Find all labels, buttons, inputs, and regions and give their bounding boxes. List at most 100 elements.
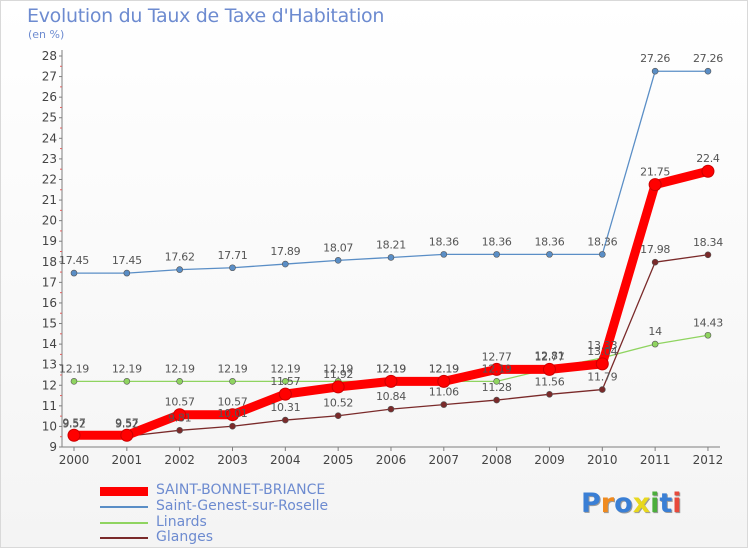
data-label: 10.52	[323, 397, 353, 410]
data-point	[384, 374, 398, 388]
data-label: 21.75	[640, 166, 670, 179]
data-point	[70, 269, 78, 277]
data-label: 17.62	[165, 251, 195, 264]
data-point	[542, 362, 556, 376]
data-label: 9.57	[115, 416, 139, 429]
data-label: 27.26	[640, 52, 670, 65]
legend-swatch	[100, 522, 148, 524]
proxiti-logo: Proxiti	[581, 488, 682, 519]
y-tick-label: 14	[42, 337, 57, 351]
data-label: 18.36	[587, 235, 617, 248]
y-tick-label: 28	[42, 49, 57, 63]
data-label: 10.57	[165, 396, 195, 409]
x-tick-label: 2007	[429, 453, 460, 467]
y-tick-label: 15	[42, 317, 57, 331]
y-tick-label: 10	[42, 419, 57, 433]
data-point	[437, 374, 451, 388]
data-label: 18.36	[429, 235, 459, 248]
logo-letter: i	[650, 488, 660, 519]
data-point	[704, 251, 712, 259]
data-label: 17.71	[217, 249, 247, 262]
y-tick-label: 27	[42, 70, 57, 84]
x-tick-label: 2006	[376, 453, 407, 467]
data-point	[493, 251, 500, 258]
data-label: 12.19	[323, 362, 353, 375]
logo-letter: r	[600, 488, 615, 519]
data-label: 12.19	[112, 362, 142, 375]
data-point	[595, 357, 609, 371]
logo-letter: t	[659, 488, 673, 519]
unit-label: (en %)	[28, 28, 65, 41]
y-tick-label: 22	[42, 172, 57, 186]
data-point	[176, 378, 183, 385]
logo-letter: x	[632, 488, 651, 519]
data-point	[490, 362, 504, 376]
data-label: 18.36	[534, 235, 564, 248]
data-point	[546, 251, 553, 258]
data-point	[598, 251, 606, 258]
data-label: 12.19	[482, 362, 512, 375]
data-point	[331, 380, 345, 394]
data-label: 11.57	[270, 375, 300, 388]
data-label: 12.19	[376, 362, 406, 375]
data-point	[229, 378, 236, 385]
data-label: 10.57	[217, 396, 247, 409]
data-label: 12.19	[217, 362, 247, 375]
data-point	[704, 331, 712, 339]
y-tick-label: 18	[42, 255, 57, 269]
data-point	[225, 408, 239, 422]
x-tick-label: 2005	[323, 453, 354, 467]
data-label: 12.19	[59, 362, 89, 375]
legend-swatch	[100, 506, 148, 508]
data-label: 12.19	[165, 362, 195, 375]
data-label: 13.33	[587, 339, 617, 352]
legend-label: SAINT-BONNET-BRIANCE	[156, 482, 326, 498]
data-label: 17.45	[59, 254, 89, 267]
data-label: 12.19	[270, 362, 300, 375]
data-label: 18.36	[482, 235, 512, 248]
data-label: 17.89	[270, 245, 300, 258]
data-label: 11.56	[534, 375, 564, 388]
data-point	[651, 340, 659, 348]
data-point	[282, 416, 289, 424]
data-point	[387, 254, 395, 261]
data-label: 10.01	[217, 407, 247, 420]
data-point	[176, 266, 183, 273]
data-label: 12.19	[376, 362, 406, 375]
data-point	[546, 391, 553, 398]
x-tick-label: 2011	[640, 453, 671, 467]
data-point	[704, 67, 712, 75]
data-point	[648, 178, 662, 192]
x-tick-label: 2002	[164, 453, 195, 467]
data-label: 14	[648, 325, 662, 338]
data-label: 11.06	[429, 386, 459, 399]
data-label: 14.43	[693, 316, 723, 329]
data-point	[67, 428, 81, 442]
data-point	[701, 164, 715, 178]
y-tick-label: 9	[49, 440, 57, 454]
y-tick-label: 21	[42, 193, 57, 207]
y-tick-label: 17	[42, 275, 57, 289]
data-label: 11.79	[587, 371, 617, 384]
x-tick-label: 2008	[481, 453, 512, 467]
data-point	[123, 378, 131, 385]
data-point	[278, 387, 292, 401]
data-point	[334, 257, 342, 264]
y-tick-label: 20	[42, 214, 57, 228]
data-label: 9.52	[62, 417, 85, 430]
data-label: 9.52	[115, 417, 138, 430]
x-tick-label: 2000	[59, 453, 90, 467]
legend-label: Glanges	[156, 529, 213, 545]
x-tick-label: 2001	[112, 453, 143, 467]
data-point	[176, 427, 183, 434]
data-point	[440, 251, 448, 258]
data-point	[173, 408, 187, 422]
data-label: 27.26	[693, 52, 723, 65]
data-point	[493, 396, 500, 404]
y-tick-label: 19	[42, 234, 57, 248]
legend-label: Saint-Genest-sur-Roselle	[156, 498, 329, 514]
logo-letter: i	[672, 488, 682, 519]
data-label: 18.34	[693, 236, 723, 249]
y-tick-label: 12	[42, 378, 57, 392]
